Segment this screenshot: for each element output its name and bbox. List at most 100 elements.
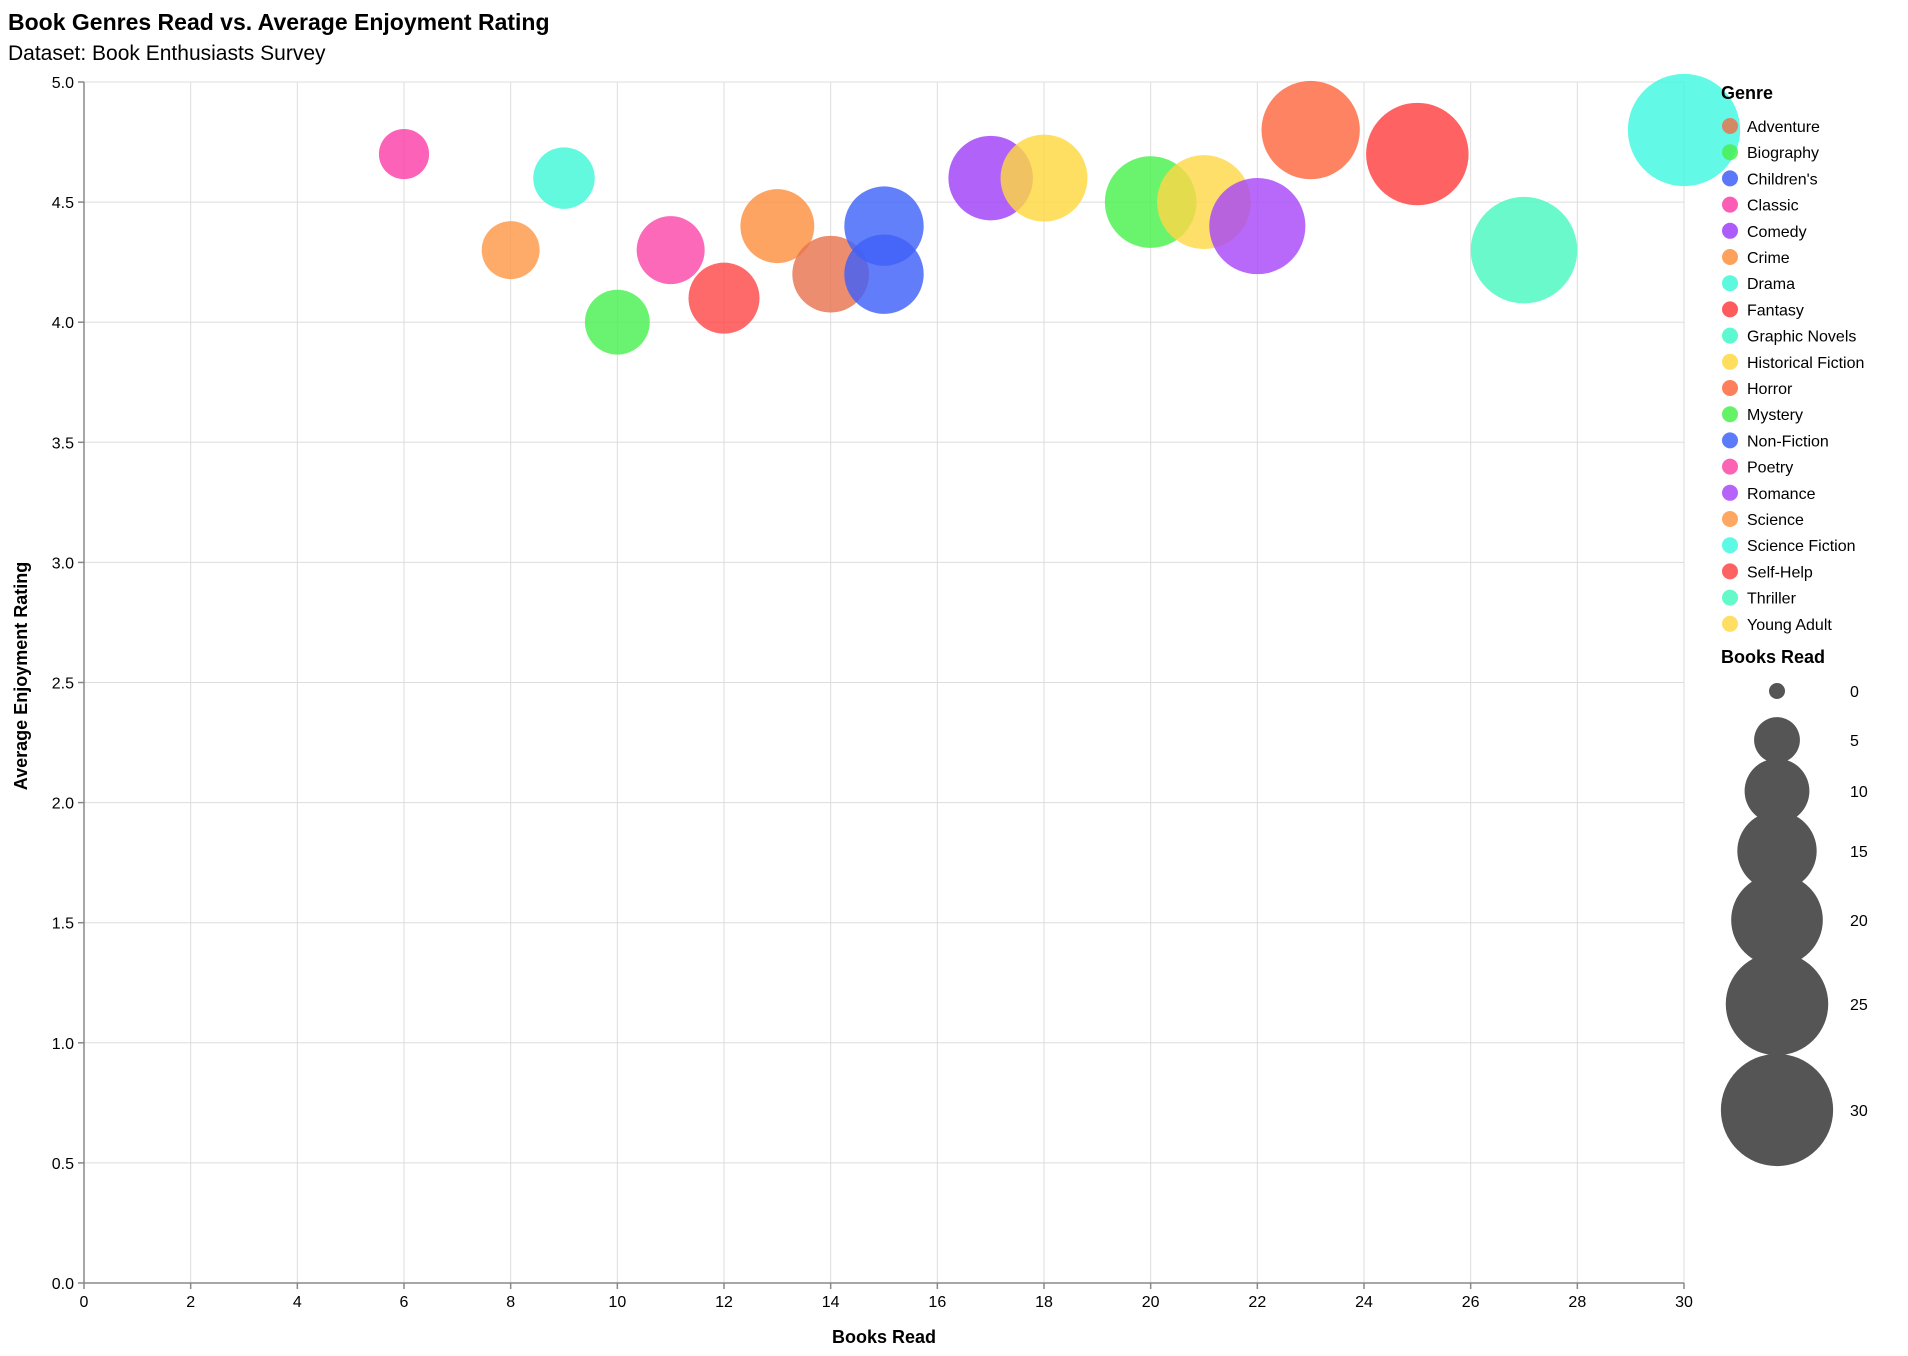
y-tick-label: 4.5 — [52, 195, 74, 212]
legend-label: Biography — [1747, 145, 1819, 162]
legend-swatch — [1722, 144, 1738, 161]
y-tick-label: 2.5 — [52, 676, 74, 693]
legend-swatch — [1722, 196, 1738, 213]
legend-swatch — [1722, 353, 1738, 370]
bubble-children-s[interactable] — [844, 234, 924, 314]
legend-swatch — [1722, 589, 1738, 606]
size-legend-label: 30 — [1850, 1103, 1868, 1120]
x-tick-label: 26 — [1462, 1294, 1480, 1311]
size-legend-label: 5 — [1850, 733, 1859, 750]
legend-swatch — [1722, 563, 1738, 580]
x-tick-label: 2 — [186, 1294, 195, 1311]
size-legend-label: 10 — [1850, 784, 1868, 801]
legend-label: Comedy — [1747, 224, 1807, 241]
chart-title: Book Genres Read vs. Average Enjoyment R… — [8, 9, 550, 35]
x-tick-label: 8 — [506, 1294, 515, 1311]
bubble-classic[interactable] — [378, 128, 430, 180]
bubble-science-fiction[interactable] — [1627, 73, 1741, 187]
size-legend-symbol — [1731, 874, 1823, 966]
legend-label: Historical Fiction — [1747, 355, 1864, 372]
x-tick-label: 10 — [608, 1294, 626, 1311]
x-tick-label: 12 — [715, 1294, 733, 1311]
legend-label: Mystery — [1747, 407, 1803, 424]
y-tick-label: 5.0 — [52, 75, 74, 92]
color-legend: Adventure Biography Children's Classic Comed… — [1722, 118, 1864, 634]
x-tick-label: 6 — [400, 1294, 409, 1311]
legend-swatch — [1722, 222, 1738, 239]
size-legend-title: Books Read — [1721, 647, 1825, 667]
bubble-poetry[interactable] — [636, 216, 705, 285]
bubble-biography[interactable] — [584, 289, 650, 355]
legend-swatch — [1722, 537, 1738, 554]
y-tick-label: 4.0 — [52, 315, 74, 332]
x-tick-label: 22 — [1248, 1294, 1266, 1311]
size-legend-symbol — [1737, 811, 1817, 891]
legend-label: Graphic Novels — [1747, 329, 1856, 346]
x-tick-label: 20 — [1142, 1294, 1160, 1311]
size-legend-label: 25 — [1850, 997, 1868, 1014]
legend-label: Children's — [1747, 171, 1818, 188]
size-legend-symbol — [1754, 717, 1800, 763]
x-tick-label: 30 — [1675, 1294, 1693, 1311]
bubble-fantasy[interactable] — [1366, 102, 1469, 206]
size-legend-label: 15 — [1850, 844, 1868, 861]
bubble-thriller[interactable] — [1470, 196, 1578, 304]
size-legend: 0 5 10 15 20 25 30 — [1720, 683, 1868, 1167]
y-tick-label: 0.0 — [52, 1276, 74, 1293]
legend-label: Thriller — [1747, 591, 1797, 608]
grid — [83, 81, 1685, 1284]
legend-swatch — [1722, 170, 1738, 187]
bubble-drama[interactable] — [533, 147, 595, 209]
size-legend-symbol — [1744, 758, 1810, 824]
x-tick-label: 28 — [1568, 1294, 1586, 1311]
legend-label: Classic — [1747, 198, 1799, 215]
legend-label: Science — [1747, 512, 1804, 529]
bubble-historical-fiction[interactable] — [1000, 134, 1088, 222]
y-tick-label: 3.5 — [52, 435, 74, 452]
x-tick-label: 4 — [293, 1294, 302, 1311]
size-legend-label: 0 — [1850, 684, 1859, 701]
y-tick-label: 1.5 — [52, 916, 74, 933]
legend-swatch — [1722, 301, 1738, 318]
bubble-crime[interactable] — [740, 189, 815, 264]
legend-swatch — [1722, 118, 1738, 134]
legend-swatch — [1722, 458, 1738, 475]
size-legend-label: 20 — [1850, 913, 1868, 930]
chart-subtitle: Dataset: Book Enthusiasts Survey — [8, 42, 326, 65]
legend-swatch — [1722, 380, 1738, 396]
legend-label: Drama — [1747, 276, 1795, 293]
legend-swatch — [1722, 327, 1738, 344]
legend-swatch — [1722, 275, 1738, 292]
y-tick-label: 1.0 — [52, 1036, 74, 1053]
y-axis-title: Average Enjoyment Rating — [11, 562, 31, 790]
bubble-science[interactable] — [481, 221, 540, 280]
x-tick-label: 24 — [1355, 1294, 1373, 1311]
legend-swatch — [1722, 249, 1738, 265]
x-axis-title: Books Read — [832, 1327, 936, 1347]
x-tick-label: 14 — [822, 1294, 840, 1311]
legend-label: Poetry — [1747, 460, 1793, 477]
axes: 0 2 4 6 8 10 12 14 16 18 20 22 24 26 28 300.00.51.01.52… — [52, 75, 1693, 1311]
size-legend-symbol — [1725, 952, 1829, 1056]
legend-label: Fantasy — [1747, 302, 1804, 319]
legend-swatch — [1722, 511, 1738, 527]
legend-label: Crime — [1747, 250, 1790, 267]
color-legend-title: Genre — [1721, 83, 1773, 103]
bubble-horror[interactable] — [1261, 80, 1360, 180]
legend-label: Science Fiction — [1747, 538, 1856, 555]
x-tick-label: 16 — [928, 1294, 946, 1311]
legend-label: Romance — [1747, 486, 1816, 503]
legend-swatch — [1722, 432, 1738, 449]
legend-label: Young Adult — [1747, 617, 1832, 634]
legend-label: Horror — [1747, 381, 1793, 398]
bubble-self-help[interactable] — [688, 262, 760, 334]
y-tick-label: 2.0 — [52, 796, 74, 813]
size-legend-symbol — [1720, 1053, 1834, 1167]
data-points — [378, 73, 1741, 355]
legend: Genre Adventure Biography Children's Classi… — [1720, 83, 1868, 1167]
bubble-romance[interactable] — [1209, 178, 1306, 275]
legend-label: Self-Help — [1747, 564, 1813, 581]
legend-swatch — [1722, 484, 1738, 501]
